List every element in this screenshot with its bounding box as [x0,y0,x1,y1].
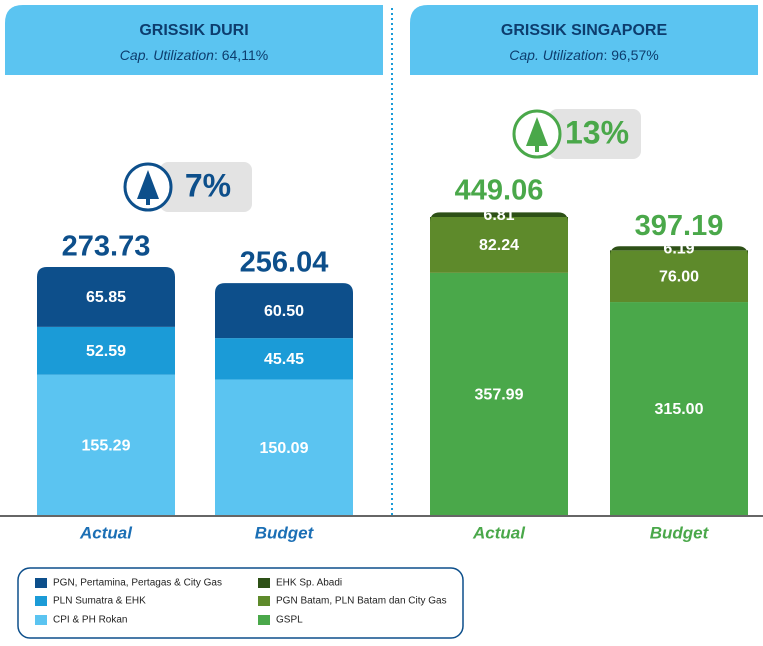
x-tick-label: Actual [79,523,133,542]
x-tick-label: Budget [650,523,710,542]
bar-segment [215,283,353,339]
value-label: 315.00 [655,401,704,418]
bar-segment [215,338,353,380]
total-label: 397.19 [635,210,724,242]
x-tick-label: Budget [255,523,315,542]
total-label: 273.73 [62,231,151,263]
bar-segment [37,267,175,327]
value-label: 6.19 [663,241,694,258]
value-label: 60.50 [264,303,304,320]
growth-arrow [526,117,548,152]
growth-box [549,109,641,159]
panel-header [5,5,383,75]
value-label: 65.85 [86,289,126,306]
legend-swatch [258,578,270,588]
growth-label: 7% [185,167,231,203]
legend-label: EHK Sp. Abadi [276,578,342,589]
legend-box [17,567,464,639]
bar-segment [610,302,748,516]
legend-swatch [35,596,47,606]
value-label: 82.24 [479,237,519,254]
legend-swatch [35,615,47,625]
legend-label: PLN Sumatra & EHK [53,596,146,607]
growth-label: 13% [565,114,629,150]
subtitle-label: Cap. Utilization [120,47,214,63]
legend-swatch [258,615,270,625]
bar-segment [37,326,175,375]
panel-subtitle: Cap. Utilization: 96,57% [509,47,658,63]
x-tick-label: Actual [472,523,526,542]
panel-title: GRISSIK SINGAPORE [501,22,668,39]
value-label: 357.99 [475,387,524,404]
panel-title: GRISSIK DURI [139,22,248,39]
growth-arrow [137,170,159,205]
value-label: 52.59 [86,343,126,360]
value-label: 155.29 [82,438,131,455]
subtitle-label: Cap. Utilization [509,47,603,63]
bar-segment [610,246,748,257]
growth-box [160,162,252,212]
bar-segment [430,216,568,273]
bar-segment [215,379,353,516]
legend: PGN, Pertamina, Pertagas & City Gas PLN … [35,578,447,626]
value-label: 45.45 [264,351,304,368]
total-label: 449.06 [455,175,544,207]
legend-label: GSPL [276,615,303,626]
legend-swatch [35,578,47,588]
panel-header [410,5,758,75]
total-label: 256.04 [240,247,329,279]
bar-segment [430,272,568,516]
bar-segment [37,374,175,516]
panel-subtitle: Cap. Utilization: 64,11% [120,47,268,63]
value-label: 6.81 [483,207,514,224]
subtitle-value: : 64,11% [214,47,268,63]
legend-label: PGN, Pertamina, Pertagas & City Gas [53,578,222,589]
legend-label: PGN Batam, PLN Batam dan City Gas [276,596,447,607]
value-label: 76.00 [659,268,699,285]
bar-segment [430,212,568,223]
subtitle-value: : 96,57% [603,47,658,63]
legend-swatch [258,596,270,606]
bar-segment [610,250,748,303]
legend-label: CPI & PH Rokan [53,615,127,626]
value-label: 150.09 [260,440,309,457]
